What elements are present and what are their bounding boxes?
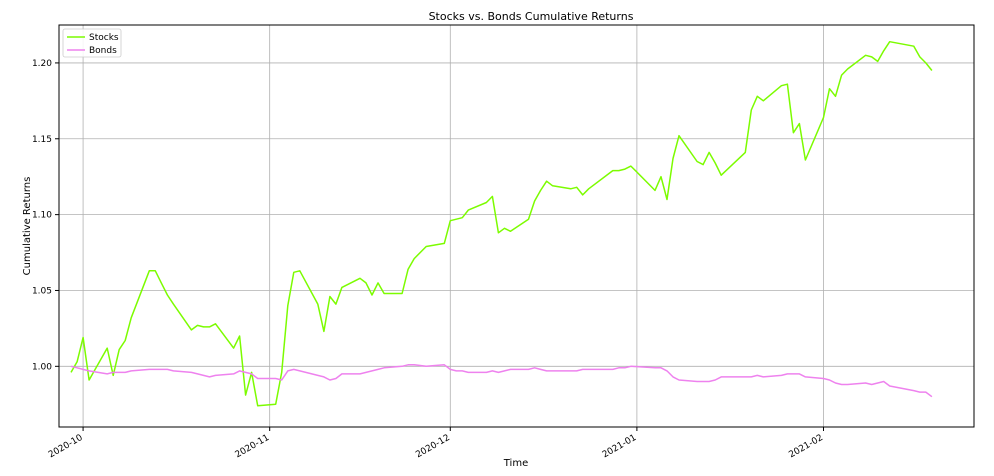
y-tick-label: 1.05 — [32, 286, 52, 296]
y-axis-title: Cumulative Returns — [22, 177, 33, 276]
chart-title: Stocks vs. Bonds Cumulative Returns — [429, 10, 634, 23]
y-tick-label: 1.15 — [32, 135, 52, 145]
series-layer — [70, 40, 933, 407]
plot-area-frame — [58, 24, 975, 428]
x-axis-title: Time — [503, 458, 528, 469]
y-tick-label: 1.10 — [32, 211, 52, 221]
legend: Stocks Bonds — [62, 28, 122, 58]
legend-label-stocks: Stocks — [89, 33, 119, 43]
y-axis-ticks: 1.00 1.05 1.10 1.15 1.20 — [32, 59, 59, 372]
series-line-stocks — [70, 40, 933, 407]
series-line-bonds — [70, 364, 933, 398]
y-tick-label: 1.20 — [32, 59, 52, 69]
legend-label-bonds: Bonds — [89, 46, 117, 56]
y-tick-label: 1.00 — [32, 362, 52, 372]
grid-layer — [59, 25, 974, 427]
